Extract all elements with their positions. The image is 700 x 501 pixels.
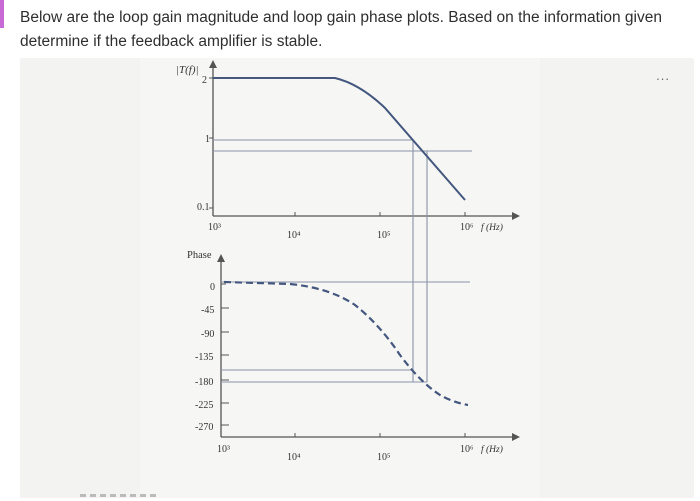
magnitude-y-arrow — [209, 60, 217, 68]
phase-curve — [223, 280, 469, 407]
phase-ylabel: Phase — [187, 250, 212, 261]
phase-ytick-225: -225 — [195, 400, 213, 411]
phase-ytick-180: -180 — [195, 377, 213, 388]
phase-x-arrow — [512, 433, 520, 441]
phase-xtick-1e5: 10⁵ — [377, 452, 391, 463]
phase-plot: Phase 0 -45 -90 -135 -180 -225 -270 10³ … — [187, 250, 520, 463]
more-horizontal-icon[interactable]: ... — [656, 68, 670, 83]
magnitude-curve — [213, 77, 466, 201]
magnitude-xtick-1e6: 10⁶ — [460, 222, 474, 233]
magnitude-ytick-1: 1 — [205, 134, 210, 145]
phase-ytick-135: -135 — [195, 352, 213, 363]
phase-ytick-270: -270 — [195, 422, 213, 433]
accent-bar — [0, 0, 4, 28]
phase-xtick-1e4: 10⁴ — [287, 452, 301, 463]
bottom-strip — [80, 494, 160, 497]
magnitude-xtick-1e3: 10³ — [208, 222, 221, 233]
phase-xunit: f (Hz) — [481, 444, 503, 455]
bode-plot-image — [140, 58, 540, 498]
magnitude-xtick-1e5: 10⁵ — [377, 230, 391, 241]
magnitude-xtick-1e4: 10⁴ — [287, 230, 301, 241]
magnitude-ylabel: |T(f)| — [176, 64, 199, 76]
question-text: Below are the loop gain magnitude and lo… — [20, 9, 662, 50]
phase-ytick-90: -90 — [201, 329, 214, 340]
magnitude-x-arrow — [512, 212, 520, 220]
phase-ytick-45: -45 — [201, 305, 214, 316]
phase-ytick-0: 0 — [210, 282, 215, 293]
phase-xtick-1e3: 10³ — [217, 444, 230, 455]
phase-xtick-1e6: 10⁶ — [460, 444, 474, 455]
magnitude-ytick-0-1: 0.1 — [197, 202, 210, 213]
phase-y-arrow — [217, 254, 225, 262]
magnitude-plot: |T(f)| 2 1 0.1 10³ 10⁴ 10⁵ 10⁶ f (Hz) — [176, 60, 520, 382]
magnitude-xunit: f (Hz) — [481, 222, 503, 233]
magnitude-ytick-2: 2 — [202, 75, 207, 86]
